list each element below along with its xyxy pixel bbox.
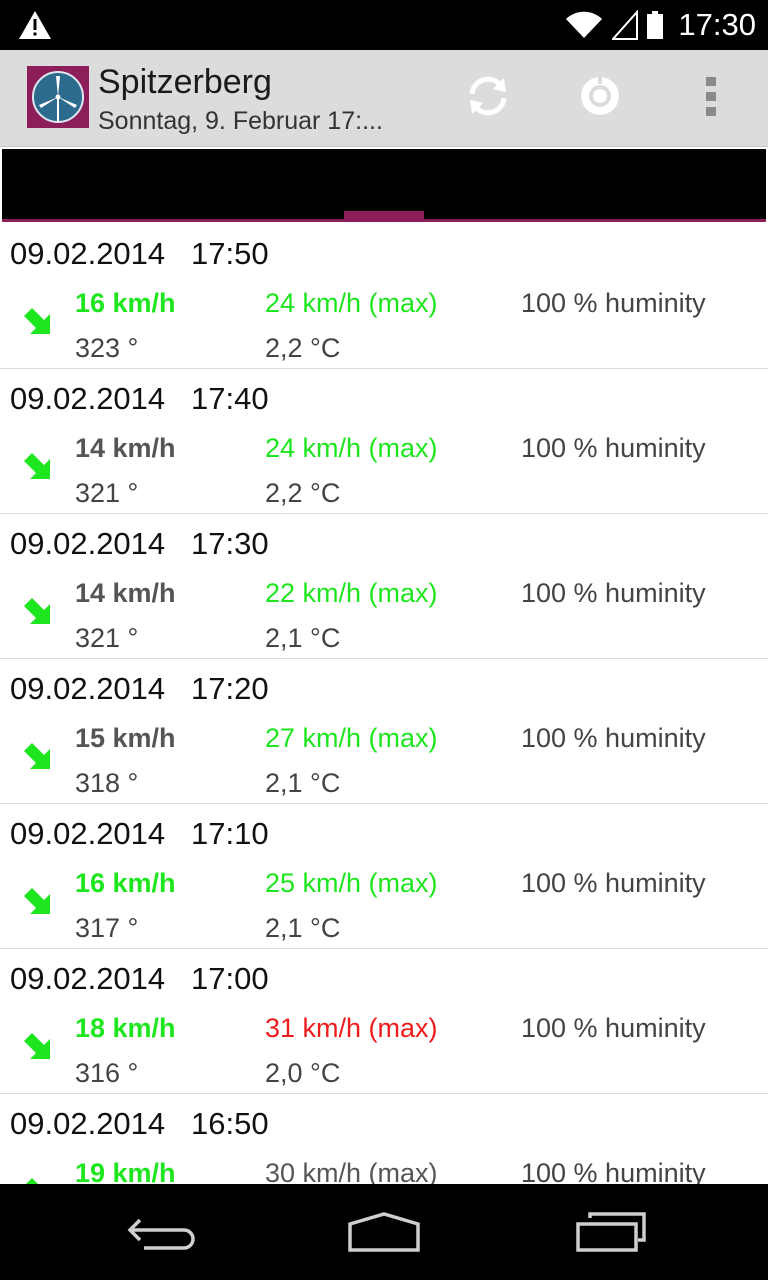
gust-speed: 30 km/h (max)	[265, 1158, 438, 1184]
gust-speed: 22 km/h (max)	[265, 578, 438, 608]
wind-speed: 15 km/h	[75, 723, 176, 753]
humidity: 100 % huminity	[521, 433, 706, 463]
entry-datetime: 09.02.2014 17:10	[10, 816, 269, 852]
temperature: 2,0 °C	[265, 1058, 341, 1088]
humidity: 100 % huminity	[521, 1013, 706, 1043]
wind-direction-arrow-icon	[24, 743, 50, 769]
list-item[interactable]: 09.02.2014 17:50 16 km/h 24 km/h (max) 100 …	[0, 224, 768, 369]
signal-icon	[612, 10, 639, 40]
gust-speed: 24 km/h (max)	[265, 433, 438, 463]
wind-direction-degrees: 317 °	[75, 913, 139, 943]
date-time-gap	[165, 236, 191, 271]
list-item[interactable]: 09.02.2014 17:20 15 km/h 27 km/h (max) 100 …	[0, 659, 768, 804]
wind-turbine-icon	[32, 71, 84, 123]
entry-time: 17:20	[191, 671, 269, 706]
wind-speed: 16 km/h	[75, 288, 176, 318]
wind-direction-degrees: 323 °	[75, 333, 139, 363]
wind-direction-degrees: 321 °	[75, 623, 139, 653]
wifi-icon	[566, 11, 603, 38]
list-item[interactable]: 09.02.2014 17:30 14 km/h 22 km/h (max) 100 …	[0, 514, 768, 659]
battery-icon	[647, 11, 664, 39]
wind-speed: 16 km/h	[75, 868, 176, 898]
humidity: 100 % huminity	[521, 723, 706, 753]
date-time-gap	[165, 961, 191, 996]
date-time-gap	[165, 381, 191, 416]
warning-icon	[19, 11, 51, 39]
wind-speed: 14 km/h	[75, 433, 176, 463]
entry-datetime: 09.02.2014 16:50	[10, 1106, 269, 1142]
status-bar: 17:30	[0, 0, 768, 50]
gust-speed: 31 km/h (max)	[265, 1013, 438, 1043]
list-item[interactable]: 09.02.2014 17:00 18 km/h 31 km/h (max) 100 …	[0, 949, 768, 1094]
status-time: 17:30	[678, 7, 756, 42]
page-subtitle: Sonntag, 9. Februar 17:...	[98, 107, 383, 135]
entry-time: 17:00	[191, 961, 269, 996]
wind-direction-degrees: 316 °	[75, 1058, 139, 1088]
entry-datetime: 09.02.2014 17:20	[10, 671, 269, 707]
entry-date: 09.02.2014	[10, 236, 166, 271]
gust-speed: 25 km/h (max)	[265, 868, 438, 898]
date-time-gap	[165, 816, 191, 851]
entry-datetime: 09.02.2014 17:30	[10, 526, 269, 562]
humidity: 100 % huminity	[521, 288, 706, 318]
wind-direction-arrow-icon	[24, 888, 50, 914]
list-item[interactable]: 09.02.2014 17:10 16 km/h 25 km/h (max) 100 …	[0, 804, 768, 949]
wind-speed: 18 km/h	[75, 1013, 176, 1043]
temperature: 2,1 °C	[265, 913, 341, 943]
refresh-icon[interactable]	[464, 72, 512, 120]
wind-direction-arrow-icon	[24, 598, 50, 624]
entry-datetime: 09.02.2014 17:40	[10, 381, 269, 417]
date-time-gap	[165, 526, 191, 561]
entry-date: 09.02.2014	[10, 526, 166, 561]
app-logo[interactable]	[27, 66, 89, 128]
entry-date: 09.02.2014	[10, 1106, 166, 1141]
entry-date: 09.02.2014	[10, 816, 166, 851]
wind-direction-arrow-icon	[24, 308, 50, 334]
measurement-list[interactable]: 09.02.2014 17:50 16 km/h 24 km/h (max) 100 …	[0, 224, 768, 1184]
settings-dial-icon[interactable]	[576, 72, 624, 120]
temperature: 2,2 °C	[265, 478, 341, 508]
gust-speed: 27 km/h (max)	[265, 723, 438, 753]
date-time-gap	[165, 671, 191, 706]
humidity: 100 % huminity	[521, 868, 706, 898]
tab-underline	[2, 219, 766, 222]
date-time-gap	[165, 1106, 191, 1141]
entry-time: 16:50	[191, 1106, 269, 1141]
recent-apps-icon[interactable]	[574, 1210, 648, 1254]
humidity: 100 % huminity	[521, 578, 706, 608]
gust-speed: 24 km/h (max)	[265, 288, 438, 318]
entry-time: 17:50	[191, 236, 269, 271]
tab-strip-background	[2, 149, 766, 219]
entry-date: 09.02.2014	[10, 671, 166, 706]
overflow-menu-icon[interactable]	[688, 72, 736, 120]
wind-direction-degrees: 318 °	[75, 768, 139, 798]
entry-date: 09.02.2014	[10, 961, 166, 996]
status-icons: 17:30	[564, 6, 756, 44]
entry-time: 17:40	[191, 381, 269, 416]
navigation-bar	[0, 1184, 768, 1280]
list-item[interactable]: 09.02.2014 16:50 19 km/h 30 km/h (max) 100 …	[0, 1094, 768, 1184]
temperature: 2,1 °C	[265, 768, 341, 798]
page-title: Spitzerberg	[98, 63, 272, 101]
back-icon[interactable]	[122, 1210, 196, 1254]
wind-direction-arrow-icon	[24, 1033, 50, 1059]
wind-direction-arrow-icon	[26, 1178, 50, 1184]
entry-datetime: 09.02.2014 17:50	[10, 236, 269, 272]
entry-time: 17:10	[191, 816, 269, 851]
entry-time: 17:30	[191, 526, 269, 561]
wind-speed: 19 km/h	[75, 1158, 176, 1184]
entry-datetime: 09.02.2014 17:00	[10, 961, 269, 997]
list-item[interactable]: 09.02.2014 17:40 14 km/h 24 km/h (max) 100 …	[0, 369, 768, 514]
humidity: 100 % huminity	[521, 1158, 706, 1184]
temperature: 2,2 °C	[265, 333, 341, 363]
wind-direction-degrees: 321 °	[75, 478, 139, 508]
wind-speed: 14 km/h	[75, 578, 176, 608]
temperature: 2,1 °C	[265, 623, 341, 653]
tab-indicator[interactable]	[344, 211, 424, 220]
action-bar: Spitzerberg Sonntag, 9. Februar 17:...	[0, 50, 768, 147]
home-icon[interactable]	[346, 1210, 422, 1254]
wind-direction-arrow-icon	[24, 453, 50, 479]
entry-date: 09.02.2014	[10, 381, 166, 416]
